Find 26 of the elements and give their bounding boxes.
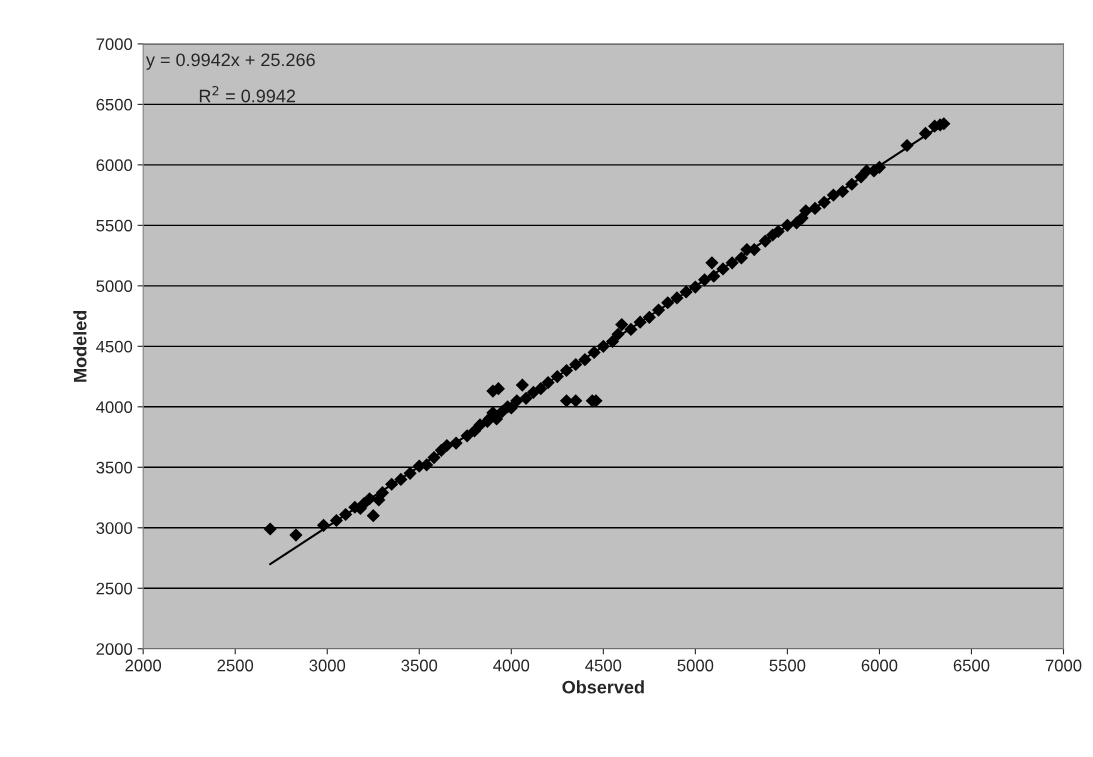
annotation: y = 0.9942x + 25.266 [145,53,315,70]
x-tick-label: 4500 [585,659,622,672]
x-tick-label: 5500 [769,659,806,672]
y-tick-label: 3000 [96,522,133,534]
x-tick-label: 2000 [125,659,162,672]
x-tick-label: 7000 [1045,659,1082,672]
y-tick-label: 3500 [96,461,133,474]
x-tick-label: 3000 [309,659,346,672]
x-tick-label: 5000 [677,659,714,672]
x-tick-label: 6000 [861,659,898,672]
y-tick-label: 5500 [96,219,133,232]
x-tick-label: 3500 [401,659,438,672]
x-tick-label: 2500 [217,659,254,672]
y-tick-label: 7000 [96,38,133,51]
x-tick-label: 6500 [953,659,990,672]
y-axis-title: Modeled [73,310,87,382]
x-axis-title: Observed [562,680,644,694]
annotation: R$^{2}$ = 0.9942 [199,85,296,103]
y-tick-label: 6500 [96,98,133,111]
y-tick-label: 5000 [96,280,133,293]
y-tick-label: 4500 [96,340,133,353]
y-tick-label: 4000 [96,401,133,414]
x-tick-label: 4000 [493,659,530,672]
y-tick-label: 2000 [96,643,133,655]
y-tick-label: 2500 [96,582,133,595]
y-tick-label: 6000 [96,159,133,172]
